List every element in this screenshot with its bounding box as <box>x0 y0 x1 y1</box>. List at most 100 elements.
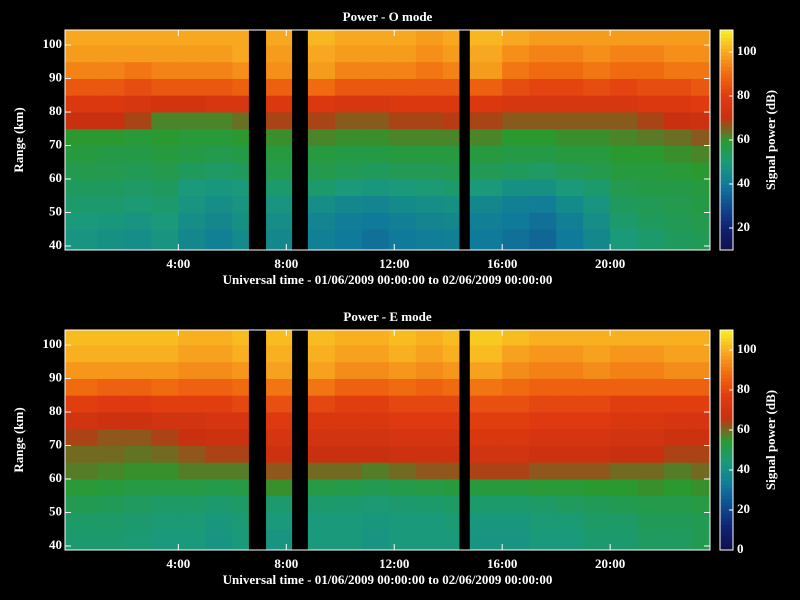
heatmap-cell <box>361 462 390 480</box>
heatmap-cell <box>556 179 584 197</box>
colorbar-segment <box>720 531 733 536</box>
heatmap-cell <box>529 145 557 163</box>
colorbar-segment <box>720 414 733 419</box>
heatmap-cell <box>469 479 503 497</box>
heatmap-cell <box>266 412 293 430</box>
heatmap-cell <box>691 95 711 113</box>
heatmap-cell <box>442 529 460 551</box>
heatmap-cell <box>361 529 390 551</box>
colorbar-segment <box>720 180 733 185</box>
heatmap-cell <box>691 128 711 146</box>
heatmap-cell <box>361 128 390 146</box>
heatmap-cell <box>65 330 98 346</box>
heatmap-cell <box>442 195 460 213</box>
colorbar-segment <box>720 476 733 481</box>
colorbar-segment <box>720 454 733 459</box>
heatmap-cell <box>151 445 179 463</box>
colorbar-segment <box>720 107 733 112</box>
heatmap-cell <box>334 128 363 146</box>
colorbar-segment <box>720 502 733 507</box>
heatmap-cell <box>664 78 692 96</box>
heatmap-cell <box>529 378 557 396</box>
colorbar-tick-label: 40 <box>737 175 750 190</box>
heatmap-cell <box>334 378 363 396</box>
heatmap-cell <box>65 345 98 363</box>
heatmap-cell <box>361 145 390 163</box>
heatmap-cell <box>691 212 711 230</box>
heatmap-cell <box>610 45 638 63</box>
heatmap-cell <box>178 179 206 197</box>
heatmap-cell <box>307 61 336 79</box>
heatmap-cell <box>307 378 336 396</box>
x-tick-label: 20:00 <box>595 256 625 271</box>
heatmap-cell <box>307 78 336 96</box>
heatmap-cell <box>151 412 179 430</box>
heatmap-cell <box>691 112 711 130</box>
heatmap-cell <box>469 162 503 180</box>
colorbar-tick-label: 60 <box>737 421 750 436</box>
heatmap-cell <box>334 512 363 530</box>
heatmap-cell <box>307 179 336 197</box>
colorbar-segment <box>720 432 733 437</box>
heatmap-cell <box>691 445 711 463</box>
heatmap-cell <box>307 495 336 513</box>
heatmap-cell <box>307 30 336 46</box>
heatmap-cell <box>151 395 179 413</box>
heatmap-cell <box>556 479 584 497</box>
heatmap-cell <box>556 428 584 446</box>
heatmap-cell <box>442 95 460 113</box>
heatmap-cell <box>529 395 557 413</box>
heatmap-cell <box>664 162 692 180</box>
heatmap-cell <box>334 229 363 251</box>
x-tick-label: 12:00 <box>379 556 409 571</box>
heatmap-cell <box>442 145 460 163</box>
heatmap-cell <box>469 445 503 463</box>
heatmap-cell <box>415 428 444 446</box>
heatmap-cell <box>415 162 444 180</box>
heatmap-cell <box>205 112 233 130</box>
heatmap-cell <box>334 412 363 430</box>
heatmap-cell <box>232 128 249 146</box>
heatmap-cell <box>307 345 336 363</box>
heatmap-cell <box>334 395 363 413</box>
heatmap-cell <box>610 428 638 446</box>
heatmap-cell <box>664 395 692 413</box>
heatmap-cell <box>691 428 711 446</box>
heatmap-cell <box>178 128 206 146</box>
heatmap-cell <box>361 78 390 96</box>
heatmap-cell <box>65 395 98 413</box>
heatmap-cell <box>205 45 233 63</box>
colorbar-segment <box>720 33 733 38</box>
heatmap-cell <box>529 95 557 113</box>
heatmap-cell <box>529 45 557 63</box>
heatmap-cell <box>361 495 390 513</box>
heatmap-cell <box>124 495 152 513</box>
heatmap-cell <box>583 378 611 396</box>
heatmap-cell <box>469 529 503 551</box>
heatmap-cell <box>266 361 293 379</box>
heatmap-cell <box>334 345 363 363</box>
heatmap-cell <box>97 112 125 130</box>
heatmap-cell <box>469 195 503 213</box>
colorbar-segment <box>720 52 733 57</box>
heatmap-cell <box>442 162 460 180</box>
colorbar-label: Signal power (dB) <box>763 390 778 490</box>
heatmap-cell <box>205 179 233 197</box>
heatmap-cell <box>583 462 611 480</box>
heatmap-cell <box>556 195 584 213</box>
heatmap-cell <box>691 378 711 396</box>
heatmap-cell <box>361 61 390 79</box>
heatmap-cell <box>529 345 557 363</box>
colorbar-segment <box>720 239 733 244</box>
colorbar-segment <box>720 173 733 178</box>
heatmap-cell <box>361 195 390 213</box>
colorbar-segment <box>720 246 733 251</box>
heatmap-cell <box>65 212 98 230</box>
heatmap-cell <box>556 95 584 113</box>
heatmap-cell <box>415 361 444 379</box>
heatmap-cell <box>664 95 692 113</box>
heatmap-cell <box>232 61 249 79</box>
heatmap-cell <box>151 495 179 513</box>
heatmap-cell <box>469 61 503 79</box>
colorbar-segment <box>720 37 733 42</box>
